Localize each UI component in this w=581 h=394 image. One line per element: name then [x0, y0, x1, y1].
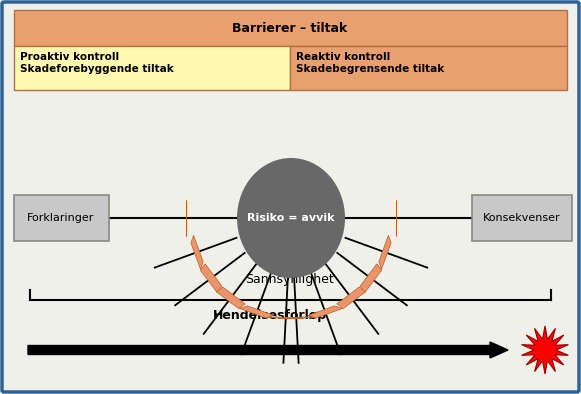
Polygon shape [360, 264, 382, 293]
FancyBboxPatch shape [472, 195, 572, 241]
Polygon shape [379, 235, 391, 269]
Text: Barrierer – tiltak: Barrierer – tiltak [232, 22, 347, 35]
Text: Hendelsesforløp: Hendelsesforløp [213, 309, 327, 322]
Text: Forklaringer: Forklaringer [27, 213, 95, 223]
Text: Risiko = avvik: Risiko = avvik [248, 213, 335, 223]
Polygon shape [217, 287, 245, 309]
FancyBboxPatch shape [14, 10, 567, 46]
Polygon shape [200, 264, 222, 293]
Polygon shape [278, 317, 314, 319]
Text: Proaktiv kontroll
Skadeforebyggende tiltak: Proaktiv kontroll Skadeforebyggende tilt… [20, 52, 174, 74]
Text: Sannsynlighet: Sannsynlighet [246, 273, 335, 286]
FancyArrow shape [28, 342, 508, 358]
Polygon shape [268, 317, 304, 319]
FancyBboxPatch shape [290, 46, 567, 90]
Polygon shape [522, 326, 568, 374]
Text: Konsekvenser: Konsekvenser [483, 213, 561, 223]
Ellipse shape [237, 158, 345, 278]
Polygon shape [191, 235, 203, 269]
Text: Reaktiv kontroll
Skadebegrensende tiltak: Reaktiv kontroll Skadebegrensende tiltak [296, 52, 444, 74]
FancyBboxPatch shape [14, 46, 290, 90]
Polygon shape [309, 306, 342, 318]
Polygon shape [337, 287, 365, 309]
Polygon shape [240, 306, 274, 318]
FancyBboxPatch shape [14, 195, 109, 241]
